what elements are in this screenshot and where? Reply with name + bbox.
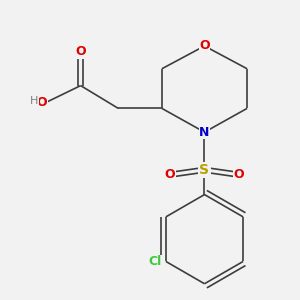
Text: O: O [37, 96, 47, 109]
Text: S: S [200, 163, 209, 177]
Text: O: O [199, 40, 210, 52]
Text: O: O [75, 45, 86, 58]
Text: Cl: Cl [148, 255, 161, 268]
Text: O: O [164, 168, 175, 181]
Text: N: N [199, 126, 210, 139]
Text: H: H [30, 96, 38, 106]
Text: O: O [234, 168, 244, 181]
